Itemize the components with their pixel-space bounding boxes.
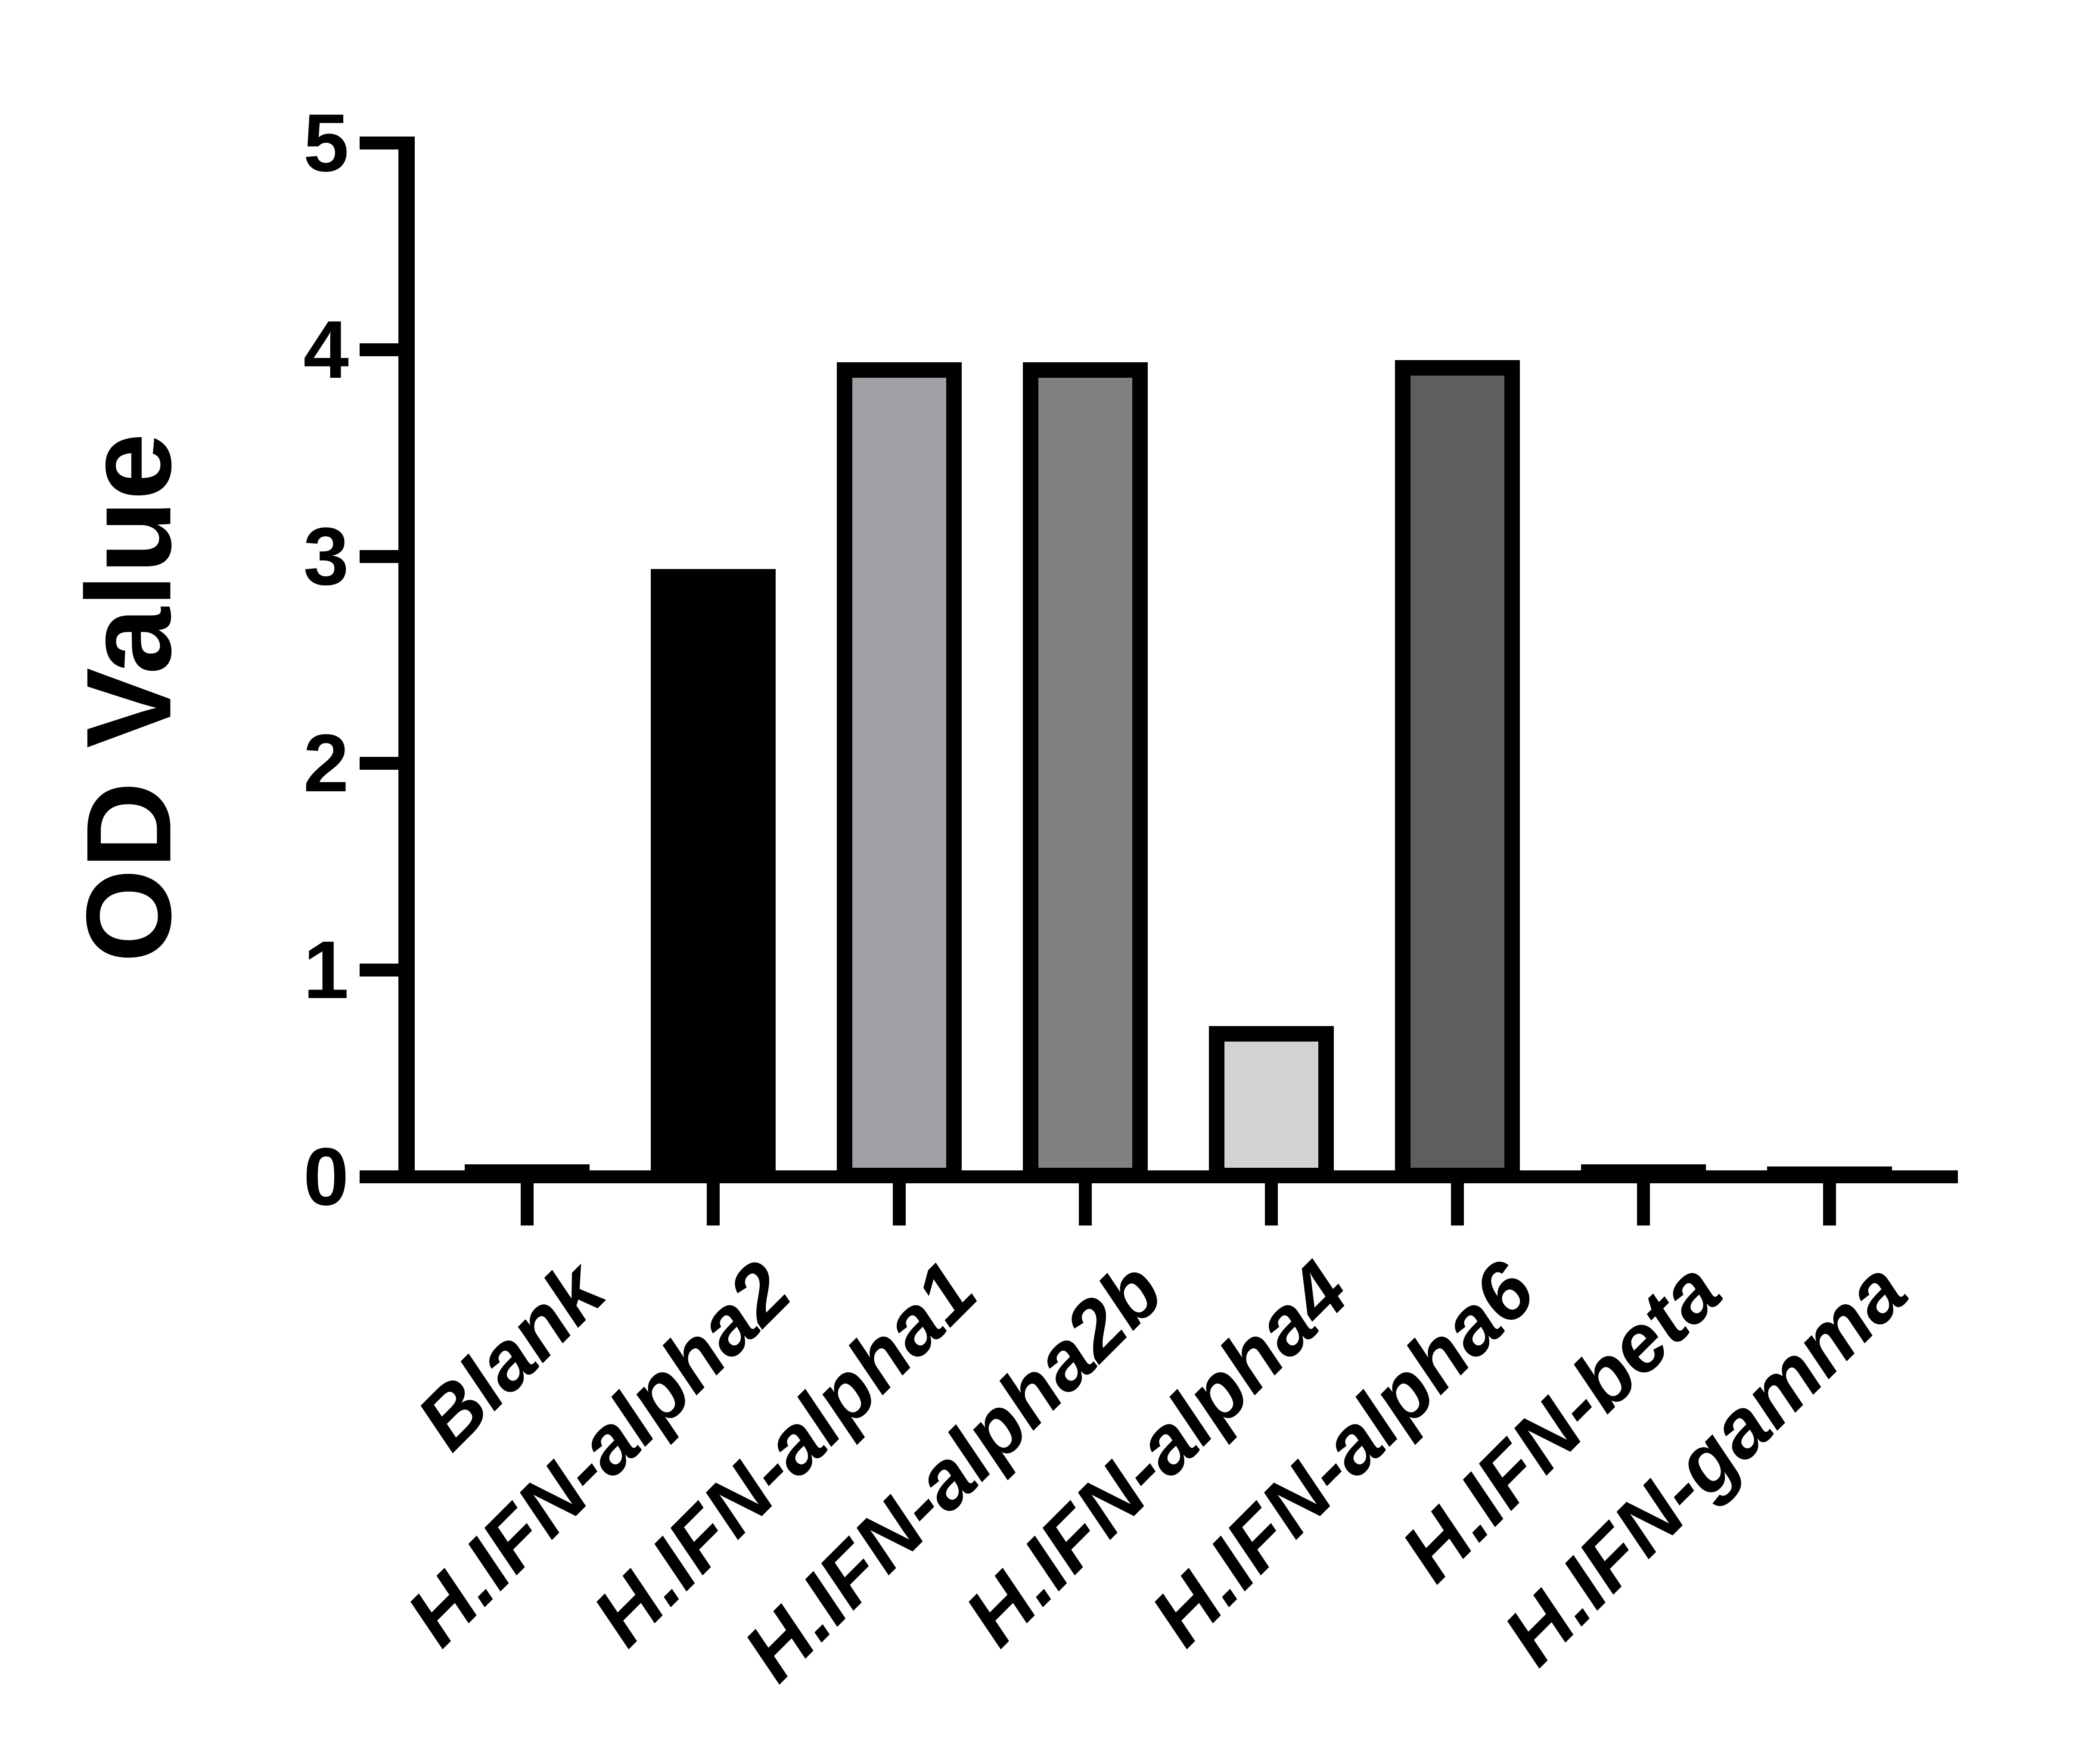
y-tick-mark [360, 343, 398, 356]
x-tick-mark [1265, 1183, 1278, 1225]
bar [1581, 1164, 1706, 1183]
x-tick-mark [893, 1183, 906, 1225]
bar [651, 569, 776, 1183]
bar [1023, 362, 1148, 1183]
bar [465, 1164, 590, 1183]
bar [837, 362, 962, 1183]
y-tick-mark [360, 964, 398, 977]
x-tick-mark [1079, 1183, 1092, 1225]
x-tick-mark [1823, 1183, 1836, 1225]
y-tick-mark [360, 1170, 398, 1183]
bar [1395, 360, 1520, 1183]
y-axis-line [398, 137, 415, 1183]
y-tick-label: 5 [303, 97, 349, 189]
y-tick-label: 0 [303, 1131, 349, 1222]
bar [1767, 1166, 1892, 1183]
bar [1209, 1026, 1334, 1183]
x-axis-line [398, 1170, 1958, 1183]
y-tick-label: 2 [303, 718, 349, 809]
y-tick-mark [360, 137, 398, 149]
y-tick-label: 3 [303, 511, 349, 602]
x-tick-mark [1637, 1183, 1650, 1225]
y-tick-label: 4 [303, 304, 349, 395]
y-tick-mark [360, 757, 398, 770]
x-tick-mark [707, 1183, 720, 1225]
x-tick-mark [1451, 1183, 1464, 1225]
y-tick-mark [360, 550, 398, 563]
y-tick-label: 1 [303, 924, 349, 1016]
x-tick-mark [521, 1183, 534, 1225]
